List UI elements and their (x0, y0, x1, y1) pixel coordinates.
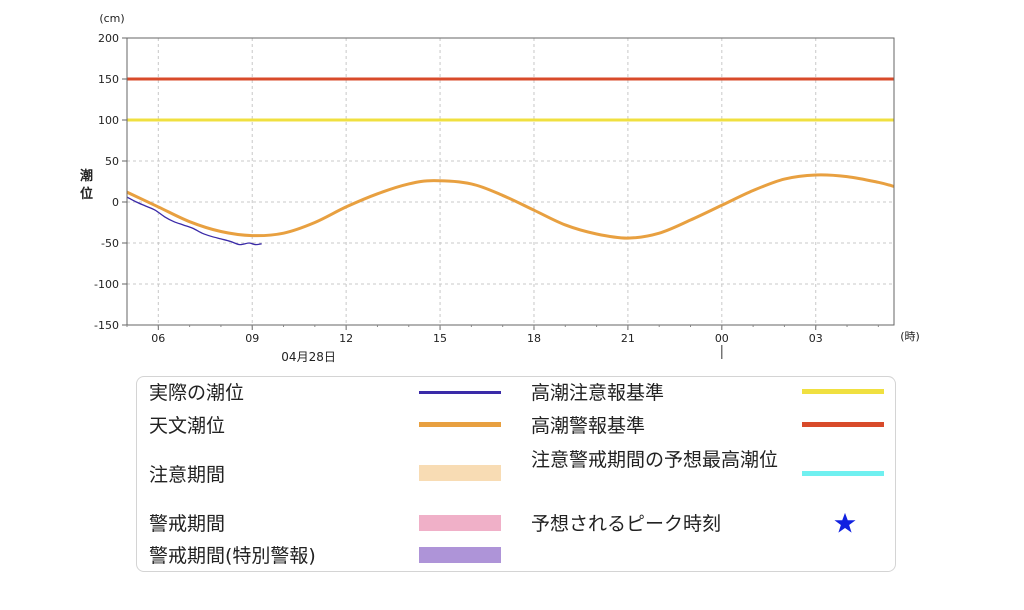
x-tick-label: 06 (151, 332, 165, 345)
y-tick-label: 100 (98, 114, 119, 127)
series-line (126, 173, 895, 240)
legend-swatch-advisory-level (802, 389, 884, 394)
legend-swatch-warning-level (802, 422, 884, 427)
x-unit-label: (時) (900, 330, 920, 343)
y-tick-label: 0 (112, 196, 119, 209)
legend-swatch-actual-tide (419, 391, 501, 394)
x-tick-label: 00 (715, 332, 729, 345)
x-tick-label: 21 (621, 332, 635, 345)
plot-frame (126, 37, 895, 326)
legend-label-advisory-level: 高潮注意報基準 (531, 382, 665, 404)
legend-swatch-caution-period (419, 465, 501, 481)
legend-label-special-warning-period: 警戒期間(特別警報) (149, 545, 316, 567)
star-icon (834, 512, 856, 534)
y-tick-label: 200 (98, 32, 119, 45)
date-label: 04月28日 (281, 350, 336, 364)
y-unit-label: (cm) (99, 12, 124, 25)
legend-label-peak-time: 予想されるピーク時刻 (531, 513, 722, 535)
tide-chart: 200 150 100 50 0 -50 -100 -150 06 09 12 15 18 21 00 03 0… (80, 12, 920, 364)
series-line (126, 196, 262, 246)
y-tick-label: -50 (101, 237, 119, 250)
y-tick-label: 50 (105, 155, 119, 168)
x-tick-label: 12 (339, 332, 353, 345)
axes: 200 150 100 50 0 -50 -100 -150 06 09 12 15 18 21 00 03 0… (94, 32, 879, 364)
x-tick-label: 15 (433, 332, 447, 345)
legend-label-actual-tide: 実際の潮位 (149, 382, 245, 404)
legend-swatch-predicted-max-tide (802, 471, 884, 476)
legend: 実際の潮位 天文潮位 注意期間 警戒期間 警戒期間(特別警報) 高潮注意報基準 … (136, 376, 896, 572)
legend-swatch-warning-period (419, 515, 501, 531)
legend-label-caution-period: 注意期間 (149, 464, 226, 486)
series-layer (126, 77, 895, 246)
legend-swatch-special-warning-period (419, 547, 501, 563)
y-tick-label: -100 (94, 278, 119, 291)
legend-label-warning-level: 高潮警報基準 (531, 415, 646, 437)
legend-label-predicted-max-tide: 注意警戒期間の予想最高潮位 (531, 449, 779, 471)
x-tick-label: 18 (527, 332, 541, 345)
y-tick-label: -150 (94, 319, 119, 332)
legend-label-warning-period: 警戒期間 (149, 513, 226, 535)
y-tick-label: 150 (98, 73, 119, 86)
legend-swatch-astronomical-tide (419, 422, 501, 427)
x-tick-label: 09 (245, 332, 259, 345)
y-axis-label: 潮位 (80, 168, 93, 202)
x-tick-label: 03 (809, 332, 823, 345)
legend-label-astronomical-tide: 天文潮位 (149, 415, 226, 437)
